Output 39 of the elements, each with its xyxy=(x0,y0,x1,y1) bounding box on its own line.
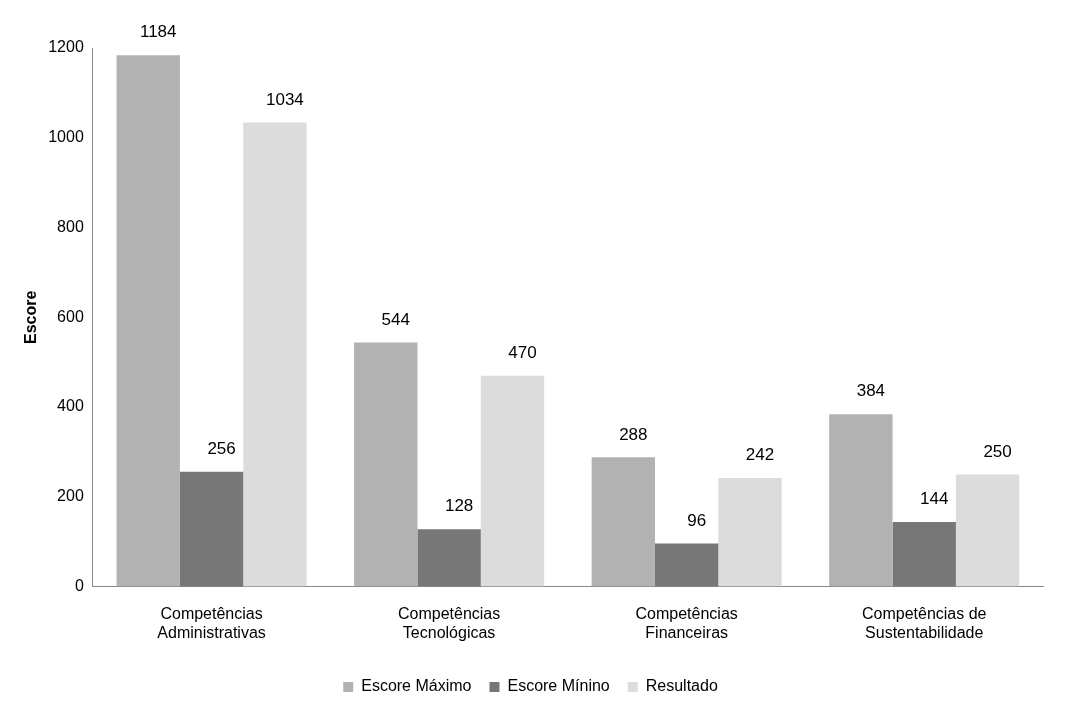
data-label: 256 xyxy=(207,438,236,458)
y-tick-label: 1200 xyxy=(48,38,84,56)
data-label: 384 xyxy=(856,381,886,401)
data-label: 128 xyxy=(444,496,474,516)
data-label: 288 xyxy=(619,424,648,444)
bar xyxy=(243,122,307,587)
bar xyxy=(892,521,956,587)
bar xyxy=(116,55,180,587)
x-tick-label: Competências de Sustentabilidade xyxy=(861,604,987,641)
x-tick-label: Competências Financeiras xyxy=(635,604,738,641)
y-axis-title: Escore xyxy=(22,290,40,344)
data-label: 144 xyxy=(920,489,949,509)
y-tick-label: 800 xyxy=(57,217,84,235)
data-label: 250 xyxy=(983,441,1012,461)
y-tick-label: 200 xyxy=(57,487,84,505)
y-tick-label: 0 xyxy=(74,577,84,595)
data-label: 470 xyxy=(508,342,537,362)
data-label: 96 xyxy=(687,510,707,530)
data-label: 1034 xyxy=(266,89,304,109)
bar xyxy=(655,543,719,587)
bar xyxy=(354,342,418,587)
y-tick-label: 600 xyxy=(57,307,84,325)
bar xyxy=(179,471,244,587)
bar xyxy=(718,477,782,587)
x-tick-label: Competências Administrativas xyxy=(157,604,266,641)
legend-label: Resultado xyxy=(645,677,718,695)
bar xyxy=(591,457,655,587)
data-label: 1184 xyxy=(139,22,177,42)
legend-label: Escore Máximo xyxy=(361,677,472,695)
bar xyxy=(829,414,893,587)
data-label: 544 xyxy=(381,309,410,329)
y-tick-label: 400 xyxy=(57,397,84,415)
y-tick-label: 1000 xyxy=(48,128,84,146)
bar xyxy=(955,474,1020,587)
bar xyxy=(417,529,481,587)
bar xyxy=(480,375,545,587)
legend-label: Escore Mínino xyxy=(507,677,610,695)
x-tick-label: Competências Tecnológicas xyxy=(397,604,501,641)
data-label: 242 xyxy=(745,445,775,465)
